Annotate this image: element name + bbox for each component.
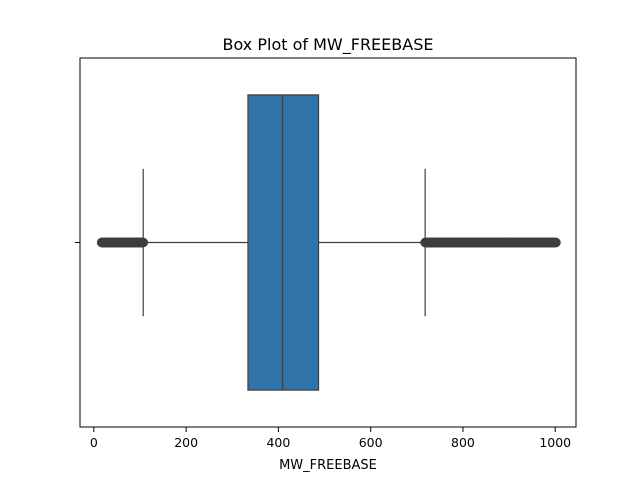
x-axis-label: MW_FREEBASE: [279, 458, 377, 473]
x-tick-label: 1000: [539, 435, 571, 450]
chart-title: Box Plot of MW_FREEBASE: [223, 35, 434, 55]
outlier-point-low: [138, 237, 149, 248]
x-tick-label: 0: [90, 435, 98, 450]
x-tick-label: 200: [174, 435, 198, 450]
outlier-points: [96, 237, 561, 248]
box-iqr: [247, 94, 320, 391]
outlier-point-high: [551, 237, 561, 248]
x-tick-label: 400: [266, 435, 290, 450]
x-tick-label: 800: [451, 435, 475, 450]
x-tick-label: 600: [359, 435, 383, 450]
plot-area: 0 200 400 600 800 1000: [75, 57, 577, 450]
